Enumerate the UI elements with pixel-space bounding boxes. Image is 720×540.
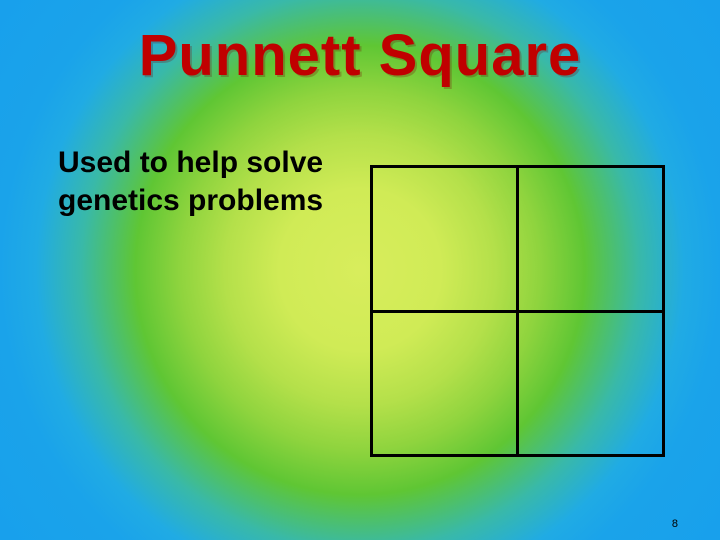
slide-title: Punnett Square (0, 22, 720, 89)
slide: Punnett Square Used to help solve geneti… (0, 0, 720, 540)
table-row (372, 167, 664, 312)
punnett-cell (372, 167, 518, 312)
punnett-cell (518, 167, 664, 312)
page-number: 8 (672, 518, 678, 530)
punnett-cell (518, 311, 664, 456)
punnett-cell (372, 311, 518, 456)
table-row (372, 311, 664, 456)
punnett-square-grid (370, 165, 665, 457)
slide-body-text: Used to help solve genetics problems (58, 144, 358, 219)
